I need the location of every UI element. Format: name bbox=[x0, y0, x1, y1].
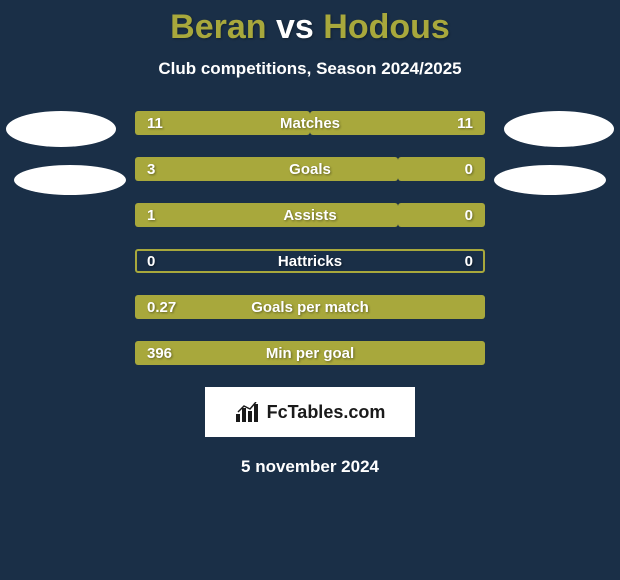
stat-row-gpm: 0.27 Goals per match bbox=[135, 295, 485, 319]
player1-avatar-top bbox=[6, 111, 116, 147]
stat-label: Matches bbox=[280, 115, 340, 132]
stat-rows: 11 Matches 11 3 Goals 0 1 Assists 0 bbox=[135, 111, 485, 365]
player1-name: Beran bbox=[170, 8, 266, 46]
stat-value-left: 396 bbox=[147, 345, 172, 362]
stat-label: Assists bbox=[283, 207, 336, 224]
comparison-container: Beran vs Hodous Club competitions, Seaso… bbox=[0, 0, 620, 580]
player1-avatar-bottom bbox=[14, 165, 126, 195]
stat-row-assists: 1 Assists 0 bbox=[135, 203, 485, 227]
stat-label: Goals per match bbox=[251, 299, 369, 316]
player2-avatar-bottom bbox=[494, 165, 606, 195]
player2-name: Hodous bbox=[323, 8, 450, 46]
stat-value-left: 1 bbox=[147, 207, 155, 224]
subtitle: Club competitions, Season 2024/2025 bbox=[0, 59, 620, 79]
vs-text: vs bbox=[276, 8, 314, 46]
comparison-area: 11 Matches 11 3 Goals 0 1 Assists 0 bbox=[0, 111, 620, 477]
stat-value-right: 0 bbox=[465, 207, 473, 224]
stat-label: Goals bbox=[289, 161, 331, 178]
stat-bar-left bbox=[135, 203, 398, 227]
stat-value-right: 0 bbox=[465, 253, 473, 270]
stat-label: Hattricks bbox=[278, 253, 342, 270]
stat-value-left: 0.27 bbox=[147, 299, 176, 316]
stat-row-matches: 11 Matches 11 bbox=[135, 111, 485, 135]
stat-label: Min per goal bbox=[266, 345, 354, 362]
date-text: 5 november 2024 bbox=[0, 457, 620, 477]
page-title: Beran vs Hodous bbox=[0, 8, 620, 47]
player2-avatar-top bbox=[504, 111, 614, 147]
stat-row-goals: 3 Goals 0 bbox=[135, 157, 485, 181]
stat-row-mpg: 396 Min per goal bbox=[135, 341, 485, 365]
chart-icon bbox=[235, 402, 261, 422]
stat-value-left: 11 bbox=[147, 115, 163, 132]
footer-badge-text: FcTables.com bbox=[267, 402, 386, 423]
stat-value-left: 0 bbox=[147, 253, 155, 270]
stat-row-hattricks: 0 Hattricks 0 bbox=[135, 249, 485, 273]
stat-value-left: 3 bbox=[147, 161, 155, 178]
stat-value-right: 11 bbox=[457, 115, 473, 132]
stat-value-right: 0 bbox=[465, 161, 473, 178]
footer-badge[interactable]: FcTables.com bbox=[205, 387, 415, 437]
stat-bar-left bbox=[135, 157, 398, 181]
